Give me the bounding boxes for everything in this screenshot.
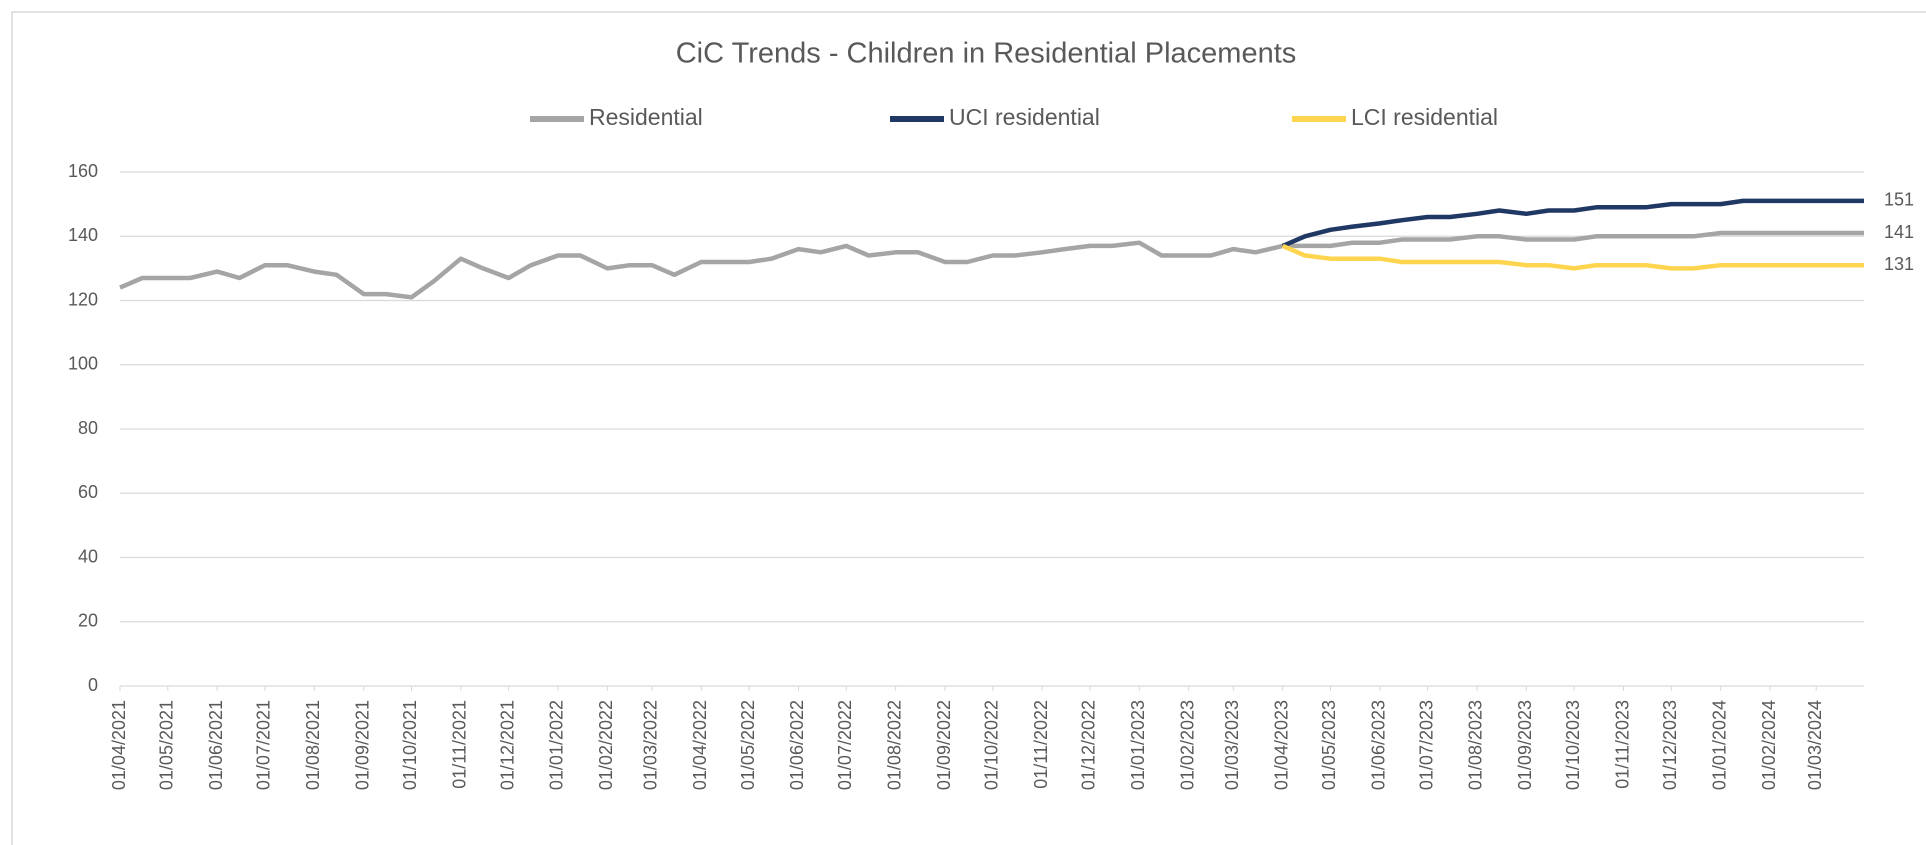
x-tick-label: 01/09/2022 [934, 700, 954, 790]
series-line [1281, 243, 1864, 271]
end-label: 151 [1884, 190, 1914, 210]
x-tick-label: 01/02/2023 [1177, 700, 1197, 790]
y-tick-label: 40 [78, 546, 98, 566]
x-tick-label: 01/12/2022 [1079, 700, 1099, 790]
x-tick-label: 01/04/2022 [690, 700, 710, 790]
x-tick-label: 01/07/2023 [1416, 700, 1436, 790]
x-tick-label: 01/09/2021 [352, 700, 372, 790]
x-tick-label: 01/10/2022 [982, 700, 1002, 790]
x-tick-label: 01/03/2022 [641, 700, 661, 790]
x-tick-label: 01/08/2023 [1466, 700, 1486, 790]
x-tick-label: 01/02/2022 [596, 700, 616, 790]
x-tick-label: 01/06/2023 [1369, 700, 1389, 790]
x-tick-label: 01/11/2022 [1031, 700, 1051, 789]
x-tick-label: 01/12/2021 [497, 700, 517, 790]
y-tick-label: 80 [78, 418, 98, 438]
x-tick-label: 01/04/2023 [1271, 700, 1291, 790]
x-tick-label: 01/08/2022 [884, 700, 904, 790]
x-tick-label: 01/09/2023 [1515, 700, 1535, 790]
end-label: 141 [1884, 222, 1914, 242]
x-tick-label: 01/08/2021 [303, 700, 323, 790]
x-tick-label: 01/04/2021 [109, 700, 129, 790]
y-tick-label: 60 [78, 482, 98, 502]
x-tick-label: 01/10/2021 [400, 700, 420, 790]
legend-label: LCI residential [1351, 104, 1498, 130]
x-tick-label: 01/11/2021 [450, 700, 470, 789]
x-tick-label: 01/12/2023 [1660, 700, 1680, 790]
x-tick-label: 01/06/2021 [206, 700, 226, 790]
x-tick-label: 01/05/2022 [738, 700, 758, 790]
y-tick-label: 140 [68, 225, 98, 245]
y-tick-label: 20 [78, 611, 98, 631]
legend-label: Residential [589, 104, 703, 130]
x-tick-label: 01/02/2024 [1759, 700, 1779, 790]
chart-title: CiC Trends - Children in Residential Pla… [676, 38, 1297, 70]
y-tick-label: 120 [68, 289, 98, 309]
x-tick-label: 01/01/2022 [547, 700, 567, 790]
series-line [119, 230, 1864, 300]
x-tick-label: 01/06/2022 [787, 700, 807, 790]
x-tick-label: 01/05/2021 [157, 700, 177, 790]
x-tick-label: 01/03/2023 [1222, 700, 1242, 790]
legend-label: UCI residential [949, 104, 1100, 130]
x-tick-label: 01/07/2021 [254, 700, 274, 790]
y-tick-label: 160 [68, 161, 98, 181]
y-tick-label: 100 [68, 354, 98, 374]
series-line [1281, 198, 1864, 248]
end-label: 131 [1884, 254, 1914, 274]
x-tick-label: 01/05/2023 [1319, 700, 1339, 790]
x-tick-label: 01/10/2023 [1563, 700, 1583, 790]
x-tick-label: 01/11/2023 [1612, 700, 1632, 789]
x-tick-label: 01/03/2024 [1805, 700, 1825, 790]
y-tick-label: 0 [88, 675, 98, 695]
x-tick-label: 01/01/2023 [1128, 700, 1148, 790]
x-tick-label: 01/07/2022 [835, 700, 855, 790]
x-tick-label: 01/01/2024 [1709, 700, 1729, 790]
